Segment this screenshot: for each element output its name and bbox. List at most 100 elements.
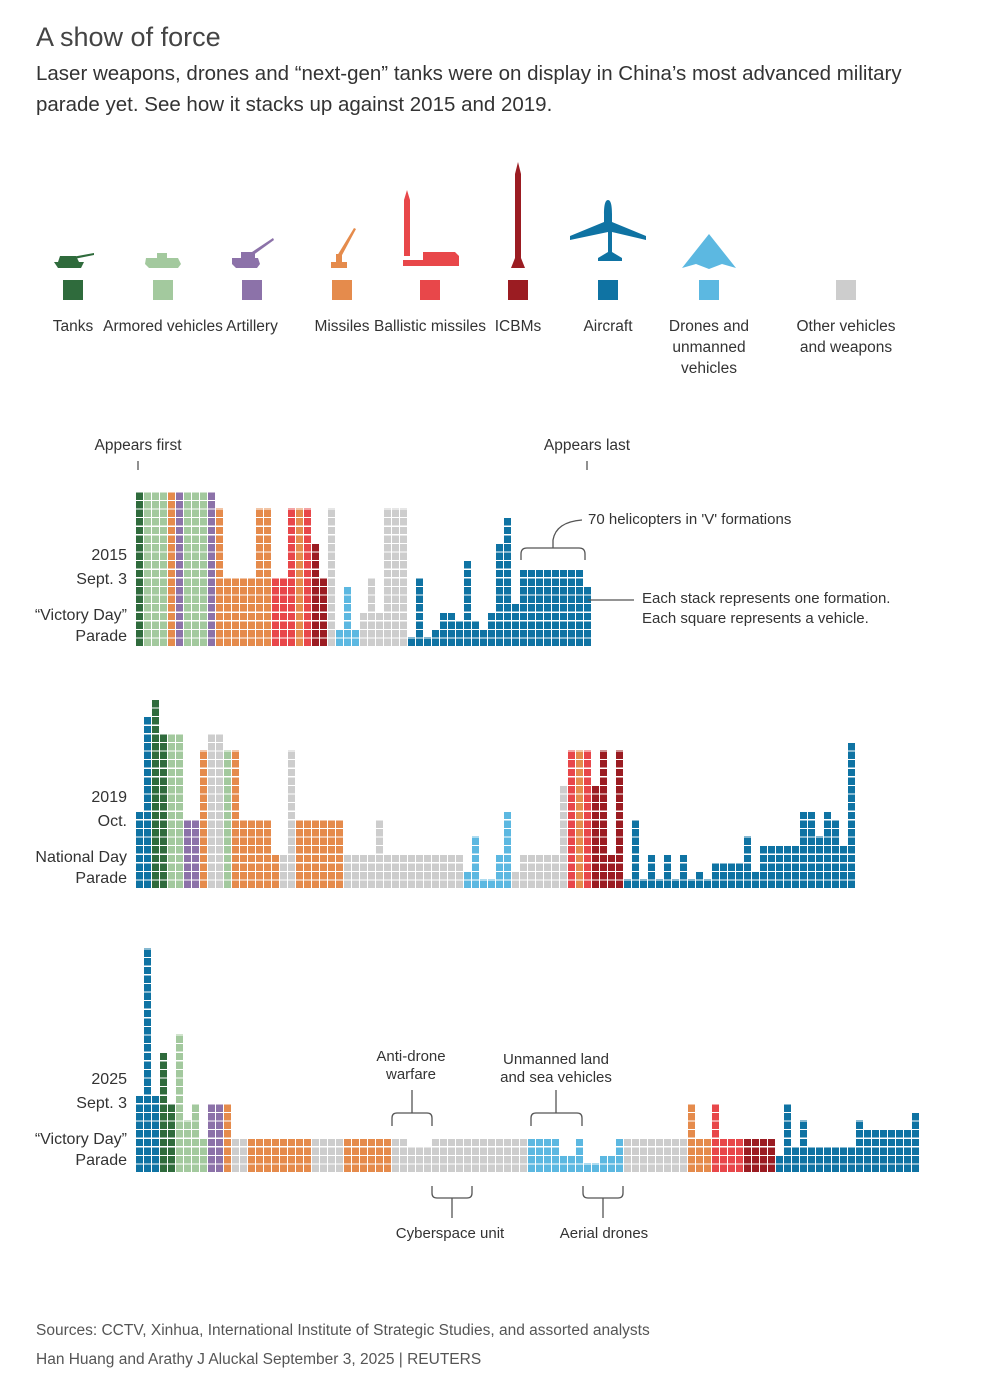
icbm-icon	[511, 162, 525, 268]
formation-stack-or	[264, 819, 272, 888]
formation-stack-gy	[400, 1137, 408, 1172]
formation-stack-bl	[800, 1120, 808, 1172]
year-label: 2019	[91, 789, 127, 806]
formation-stack-or	[320, 819, 328, 888]
parade-label-2015: 2015 Sept. 3 “Victory Day” Parade	[32, 545, 127, 647]
legend-swatch	[420, 280, 440, 300]
each-square-note: Each square represents a vehicle.	[642, 610, 869, 627]
helicopters-annotation: 70 helicopters in 'V' formations	[588, 511, 792, 528]
formation-stack-gy	[632, 1137, 640, 1172]
formation-stack-pu	[208, 1103, 216, 1172]
formation-stack-gy	[456, 1137, 464, 1172]
formation-stack-bl	[552, 568, 560, 646]
formation-stack-or	[256, 508, 264, 646]
formation-stack-gy	[464, 1137, 472, 1172]
legend-label: Tanks	[52, 318, 94, 335]
formation-stack-lg	[160, 491, 168, 646]
formation-stack-gy	[656, 1137, 664, 1172]
formation-stack-gy	[472, 1137, 480, 1172]
formation-stack-or	[272, 1137, 280, 1172]
legend-label: Missiles	[314, 318, 370, 335]
formation-stack-or	[296, 1137, 304, 1172]
formation-stack-bl	[848, 1146, 856, 1172]
formation-stack-gy	[560, 784, 568, 888]
formation-stack-gy	[352, 853, 360, 888]
formation-stack-gy	[648, 1137, 656, 1172]
formation-stack-pu	[208, 491, 216, 646]
formation-stack-or	[280, 1137, 288, 1172]
formation-stack-or	[376, 1137, 384, 1172]
formation-stack-lg	[224, 750, 232, 888]
formation-stack-dg	[160, 733, 168, 888]
formation-stack-bl	[648, 853, 656, 888]
formation-stack-bl	[480, 628, 488, 646]
formation-stack-bl	[464, 560, 472, 646]
date-label: Sept. 3	[76, 571, 127, 588]
sources: Sources: CCTV, Xinhua, International Ins…	[36, 1322, 650, 1339]
formation-stack-gy	[448, 1137, 456, 1172]
formation-stack-or	[296, 819, 304, 888]
missile-launcher-icon	[331, 228, 356, 268]
formation-stack-gy	[552, 853, 560, 888]
formation-stack-bl	[448, 611, 456, 646]
formation-stack-bl	[792, 1146, 800, 1172]
formation-stack-or	[312, 819, 320, 888]
formation-stack-gy	[208, 733, 216, 888]
formation-stack-gy	[400, 508, 408, 646]
formation-stack-bl	[440, 611, 448, 646]
legend-item-drones-and-unmanned-vehicles: Drones and unmanned vehicles	[649, 150, 769, 379]
formation-stack-bl	[568, 568, 576, 646]
formation-stack-bl	[680, 853, 688, 888]
formation-stack-lb	[552, 1137, 560, 1172]
formation-stack-or	[328, 819, 336, 888]
formation-stack-bl	[848, 741, 856, 888]
formation-stack-lg	[200, 1137, 208, 1172]
formation-stack-gy	[328, 1137, 336, 1172]
formation-stack-bl	[696, 870, 704, 888]
formation-stack-gy	[496, 1137, 504, 1172]
formation-stack-lb	[336, 628, 344, 646]
year-label: 2025	[91, 1071, 127, 1088]
formation-stack-gy	[376, 611, 384, 646]
parade-name: “Victory Day” Parade	[34, 607, 127, 645]
formation-stack-bl	[424, 637, 432, 646]
formation-stack-bl	[488, 611, 496, 646]
formation-stack-or	[304, 819, 312, 888]
parade-name: “Victory Day” Parade	[34, 1131, 127, 1169]
formation-stack-bl	[472, 620, 480, 646]
aerial-drones-annotation: Aerial drones	[559, 1225, 649, 1242]
formation-stack-bl	[824, 810, 832, 888]
formation-stack-or	[688, 1103, 696, 1172]
formation-stack-bl	[672, 879, 680, 888]
formation-stack-bl	[776, 845, 784, 888]
formation-stack-or	[304, 1137, 312, 1172]
formation-stack-re	[720, 1137, 728, 1172]
formation-stack-bl	[416, 577, 424, 646]
unmanned-bracket	[530, 1090, 583, 1126]
formation-stack-dr	[320, 577, 328, 646]
formation-stack-pu	[184, 819, 192, 888]
formation-stack-bl	[432, 628, 440, 646]
anti-drone-bracket	[391, 1090, 433, 1126]
formation-stack-gy	[504, 1137, 512, 1172]
date-label: Sept. 3	[76, 1095, 127, 1112]
formation-stack-lb	[592, 1163, 600, 1172]
armored-vehicle-icon	[145, 253, 181, 268]
formation-stack-gy	[376, 819, 384, 888]
formation-stack-gy	[440, 1137, 448, 1172]
formation-stack-lg	[184, 491, 192, 646]
formation-stack-bl	[664, 853, 672, 888]
formation-stack-bl	[136, 1094, 144, 1172]
formation-stack-gy	[336, 1137, 344, 1172]
formation-stack-bl	[832, 819, 840, 888]
cyberspace-annotation: Cyberspace unit	[395, 1225, 505, 1242]
formation-stack-lb	[472, 836, 480, 888]
formation-stack-re	[272, 577, 280, 646]
formation-stack-or	[240, 577, 248, 646]
formation-stack-or	[704, 1137, 712, 1172]
formation-stack-dr	[752, 1137, 760, 1172]
formation-stack-or	[288, 1137, 296, 1172]
formation-stack-lg	[200, 491, 208, 646]
artillery-icon	[232, 238, 274, 268]
aerial-drones-bracket	[582, 1186, 624, 1218]
